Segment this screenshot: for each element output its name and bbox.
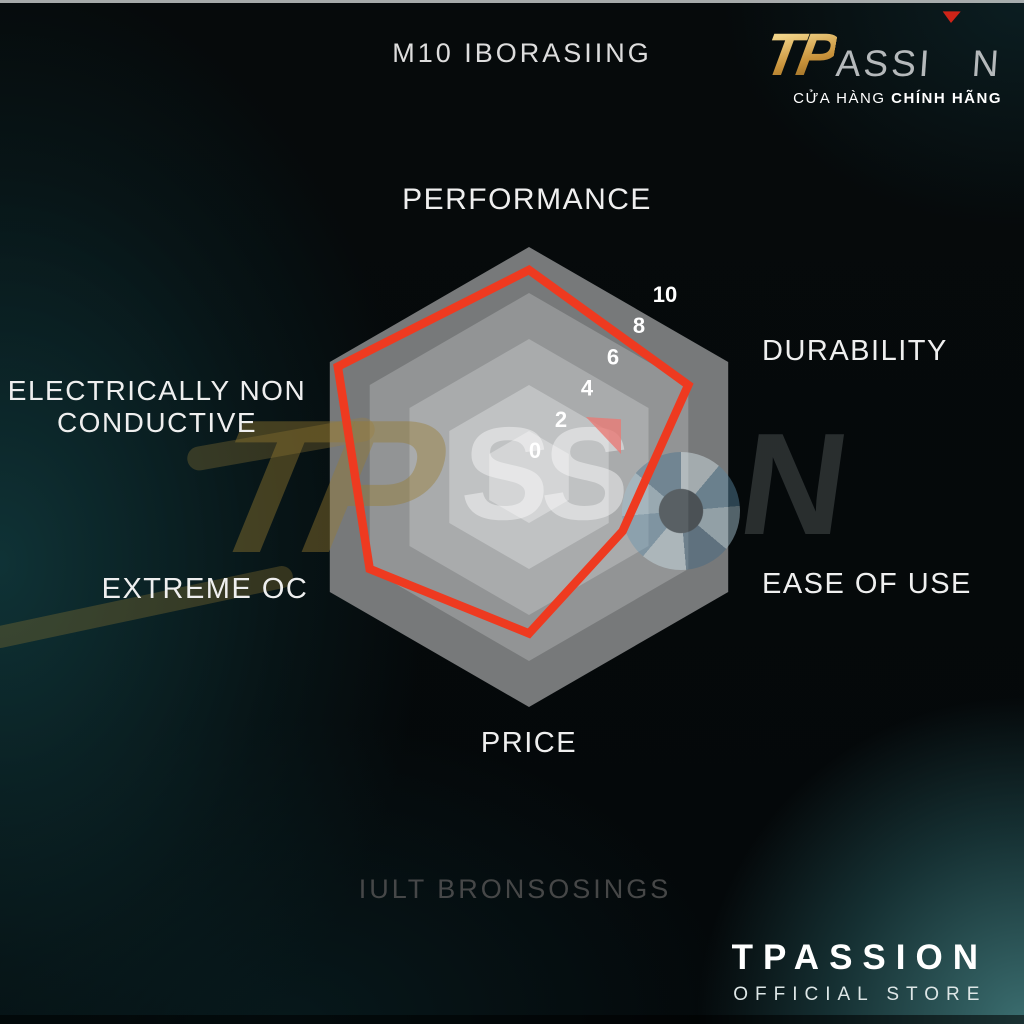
product-title-bottom: IULT BRONSOSINGS	[358, 874, 672, 904]
logo-n-text: N	[970, 43, 1004, 84]
logo-assi-text: ASSI	[834, 43, 934, 84]
radar-tick-label-6: 6	[607, 344, 619, 369]
tagline-bold: CHÍNH HÃNG	[891, 90, 1002, 107]
store-name: TPASSION	[731, 938, 988, 977]
brand-logo: TP ASSI N CỬA HÀNG CHÍNH HÃNG	[742, 21, 1004, 107]
brand-tagline: CỬA HÀNG CHÍNH HÃNG	[742, 90, 1002, 107]
brand-logo-row: TP ASSI N	[742, 21, 1004, 88]
radar-ring-2	[489, 431, 569, 523]
red-flag-icon	[941, 9, 961, 24]
axis-label-durability: DURABILITY	[762, 335, 948, 367]
shutter-aperture-icon	[935, 47, 969, 81]
axis-label-price: PRICE	[480, 727, 578, 759]
radar-tick-label-8: 8	[633, 313, 645, 338]
radar-data-polygon	[333, 265, 694, 639]
radar-tick-label-4: 4	[581, 376, 594, 401]
logo-tp-monogram: TP	[759, 21, 840, 88]
store-block: TPASSION OFFICIAL STORE	[732, 938, 988, 1006]
axis-label-electrically-non-conductive: ELECTRICALLY NON CONDUCTIVE	[7, 375, 307, 439]
tagline-normal: CỬA HÀNG	[793, 90, 886, 107]
radar-tick-label-0: 0	[529, 438, 541, 463]
axis-label-ease-of-use: EASE OF USE	[762, 568, 972, 600]
axis-label-performance: PERFORMANCE	[402, 183, 652, 216]
store-subtitle: OFFICIAL STORE	[733, 984, 987, 1005]
radar-tick-label-10: 10	[653, 282, 677, 307]
product-title-top: M10 IBORASIING	[392, 38, 652, 68]
bottom-border-strip	[0, 1015, 1024, 1024]
radar-tick-label-2: 2	[555, 407, 567, 432]
top-border-line	[0, 0, 1024, 3]
axis-label-extreme-oc: EXTREME OC	[101, 573, 309, 605]
